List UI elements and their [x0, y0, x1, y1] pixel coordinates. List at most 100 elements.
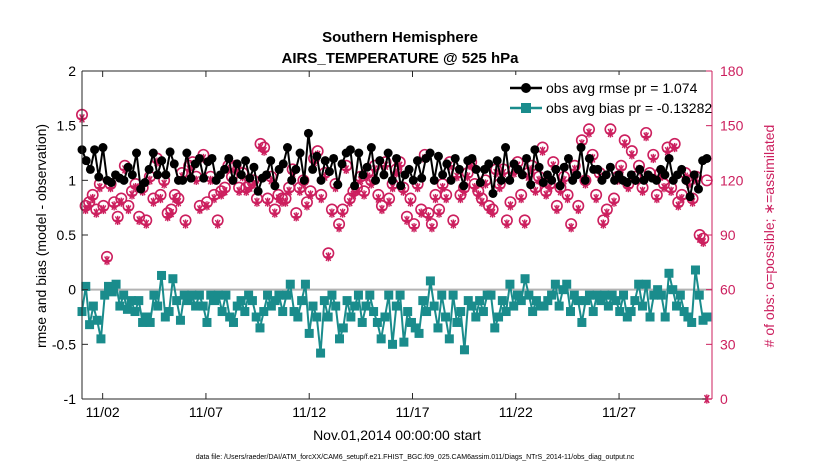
bias-point [319, 296, 329, 306]
bias-point [357, 317, 367, 327]
obs-assimilated-point [584, 128, 594, 138]
right-tick-label: 90 [720, 227, 736, 243]
bias-point [384, 290, 394, 300]
obs-assimilated-point [448, 219, 458, 229]
rmse-point [459, 181, 469, 191]
bias-point [263, 290, 273, 300]
bias-point [679, 307, 689, 317]
right-tick-label: 0 [720, 391, 728, 407]
obs-assimilated-point [334, 223, 344, 233]
bias-point [213, 290, 223, 300]
bias-point [645, 312, 655, 322]
plot-background [82, 71, 712, 399]
obs-assimilated-point [377, 204, 387, 215]
bias-point [528, 307, 538, 317]
rmse-point [417, 173, 427, 183]
bias-point [240, 307, 250, 317]
bias-point [88, 301, 98, 311]
obs-assimilated-point [113, 215, 123, 226]
rmse-point [425, 148, 435, 158]
bias-point [338, 323, 348, 333]
rmse-point [224, 153, 234, 163]
rmse-point [652, 175, 662, 185]
legend: obs avg rmse pr = 1.074 obs avg bias pr … [504, 75, 712, 117]
obs-assimilated-point [652, 193, 662, 204]
obs-assimilated-point [402, 215, 412, 226]
x-tick-label: 11/22 [499, 404, 533, 420]
bias-point [422, 307, 432, 317]
obs-assimilated-point [673, 201, 683, 211]
obs-count-series [76, 108, 713, 404]
rmse-point [320, 156, 330, 166]
rmse-point [660, 170, 670, 180]
rmse-point [475, 178, 485, 188]
legend-bias-label: obs avg bias pr = -0.13282 [546, 100, 712, 116]
rmse-point [303, 128, 313, 138]
bias-point [683, 312, 693, 322]
bias-point [198, 301, 208, 311]
rmse-point [693, 184, 703, 194]
rmse-point [387, 175, 397, 185]
bias-point [664, 268, 674, 278]
rmse-point [433, 151, 443, 161]
bias-point [494, 312, 504, 322]
obs-assimilated-point [505, 201, 516, 211]
obs-assimilated-point [109, 201, 119, 211]
rmse-point [165, 147, 175, 157]
bias-point [562, 279, 572, 289]
bias-point [437, 290, 447, 300]
bias-point [467, 301, 477, 311]
rmse-point [580, 175, 590, 185]
bias-point [353, 290, 363, 300]
obs-assimilated-point [409, 223, 419, 233]
rmse-point [282, 143, 292, 153]
bias-point [153, 301, 163, 311]
bias-point [569, 290, 579, 300]
rmse-point [584, 153, 594, 163]
obs-assimilated-point [659, 183, 669, 193]
rmse-point [132, 148, 142, 158]
rmse-point [677, 164, 687, 174]
rmse-point [329, 153, 339, 163]
rmse-point [681, 175, 691, 185]
bias-point [308, 301, 318, 311]
bias-point [149, 290, 159, 300]
legend-rmse-label: obs avg rmse pr = 1.074 [546, 80, 698, 96]
bias-point [81, 281, 91, 291]
left-axis: -1 -0.5 0 0.5 1 1.5 2 [52, 63, 88, 407]
obs-assimilated-point [102, 255, 112, 266]
obs-assimilated-point [438, 183, 448, 193]
bias-point [312, 312, 322, 322]
bias-point [111, 279, 121, 289]
bias-point [160, 312, 170, 322]
obs-assimilated-point [627, 150, 637, 160]
bias-point [702, 312, 712, 322]
rmse-point [555, 181, 565, 191]
bias-point [217, 307, 227, 317]
bias-point [130, 307, 140, 317]
obs-assimilated-point [270, 208, 280, 218]
obs-assimilated-point [473, 190, 483, 200]
x-axis: 11/02 11/07 11/12 11/17 11/22 11/27 [86, 71, 636, 420]
obs-assimilated-point [573, 204, 583, 215]
bias-point [300, 279, 310, 289]
bias-point [251, 312, 261, 322]
rmse-point [299, 175, 309, 185]
rmse-point [379, 170, 389, 180]
bias-point [505, 279, 515, 289]
obs-assimilated-point [637, 186, 648, 196]
bias-point [244, 290, 254, 300]
obs-assimilated-point [302, 201, 312, 211]
bias-point [577, 317, 587, 327]
left-tick-label: 1 [68, 172, 76, 188]
bias-point [656, 290, 666, 300]
bias-point [543, 296, 553, 306]
bias-point [157, 270, 167, 280]
bias-point [194, 290, 204, 300]
bias-point [270, 296, 280, 306]
legend-bias-marker [521, 103, 531, 113]
rmse-point [119, 175, 129, 185]
bias-point [520, 274, 530, 284]
obs-assimilated-point [91, 208, 101, 218]
